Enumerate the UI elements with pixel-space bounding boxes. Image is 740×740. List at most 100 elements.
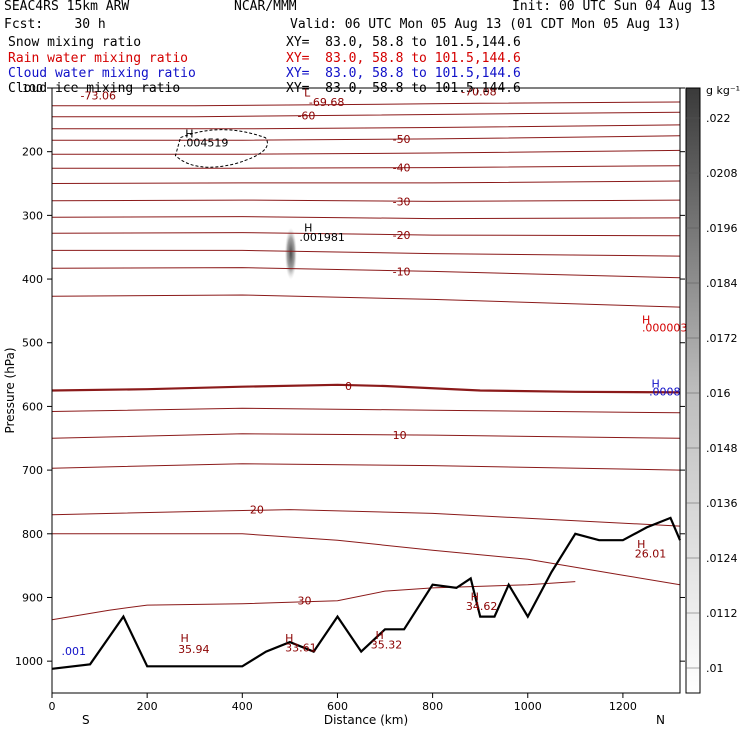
temperature-contour [51,581,576,621]
extrema-label: H [642,314,650,327]
temperature-contour [51,294,681,308]
y-tick-label: 1000 [15,655,43,668]
x-tick-label: 1200 [609,700,637,713]
x-axis-label: Distance (km) [324,713,408,727]
temperature-contour [51,216,681,220]
temperature-contour [52,111,681,118]
colorbar-level-label: .0172 [706,332,738,345]
colorbar-level-label: .0208 [706,167,738,180]
colorbar-level-label: .016 [706,387,731,400]
y-tick-label: 800 [22,528,43,541]
temperature-contour [51,463,681,471]
x-tick-label: 0 [49,700,56,713]
extrema-label: H [180,632,188,645]
colorbar [685,87,701,694]
extrema-label: 35.32 [371,638,403,651]
temperature-contour [51,383,681,394]
extrema-label: .000003 [642,321,688,334]
extrema-label: .001981 [299,231,345,244]
plot-frame [51,87,681,694]
extrema-label: 35.94 [178,643,210,656]
cloud-ice-shading [284,227,297,280]
colorbar-unit: g kg⁻¹ [706,84,740,97]
temperature-contour [51,232,681,237]
y-tick-label: 100 [22,82,43,95]
colorbar-level-label: .01 [706,662,724,675]
temperature-contour [51,509,681,527]
extrema-label: 33.61 [285,642,317,655]
x-tick-label: 400 [232,700,253,713]
contour-label: 0 [345,380,352,393]
temperature-contour [51,199,681,202]
valid-time-label: Valid: 06 UTC Mon 05 Aug 13 (01 CDT Mon … [290,17,682,32]
field-name-snow: Snow mixing ratio [8,35,142,50]
extrema-label: -70.08 [461,86,496,99]
extrema-label: .004519 [183,137,229,150]
field-name-cloud-water: Cloud water mixing ratio [8,66,196,81]
x-tick-label: 600 [327,700,348,713]
temperature-contour [51,433,681,439]
colorbar-level-label: .0136 [706,497,738,510]
extrema-label: H [285,632,293,645]
y-tick-label: 600 [22,400,43,413]
x-tick-label: 1000 [514,700,542,713]
temperature-contour [52,249,681,257]
model-label: SEAC4RS 15km ARW [4,0,130,14]
contour-label: -10 [393,265,411,278]
extrema-label: 34.62 [466,600,498,613]
colorbar-level-label: .0196 [706,222,738,235]
extrema-label: H [185,128,193,141]
contour-label: 10 [393,429,407,442]
extrema-label: -73.06 [81,89,116,102]
extrema-label: L [304,86,311,99]
extrema-label: H [471,591,479,604]
temperature-contour [52,149,681,155]
north-label: N [656,713,665,727]
org-label: NCAR/MMM [234,0,297,14]
forecast-hour-label: Fcst: 30 h [4,17,106,32]
contour-label: -50 [393,133,411,146]
extrema-label: .001 [62,645,87,658]
extrema-label: H [651,377,659,390]
field-xy-rain: XY= 83.0, 58.8 to 101.5,144.6 [286,51,521,66]
contour-label: 20 [250,504,264,517]
south-label: S [82,713,90,727]
colorbar-level-label: .022 [706,112,731,125]
temperature-contour [52,101,681,107]
contour-label: 30 [297,595,311,608]
extrema-label: H [376,629,384,642]
contour-label: -60 [297,109,315,122]
colorbar-level-label: .0184 [706,277,738,290]
temperature-contour [51,407,681,414]
temperature-contour [52,165,681,169]
temperature-contour [51,180,681,184]
temperature-contour [52,124,681,130]
extrema-label: 26.01 [635,547,667,560]
y-tick-label: 200 [22,146,43,159]
terrain-line [51,516,682,670]
colorbar-level-label: .0124 [706,552,738,565]
y-axis-label: Pressure (hPa) [3,347,17,433]
contour-label: -20 [393,229,411,242]
y-tick-label: 700 [22,464,43,477]
temperature-contour [52,135,681,141]
x-tick-label: 200 [137,700,158,713]
contour-label: -30 [393,195,411,208]
y-tick-label: 900 [22,591,43,604]
y-tick-label: 400 [22,273,43,286]
snow-contour [174,129,268,168]
extrema-label: -69.68 [309,96,344,109]
y-tick-label: 500 [22,337,43,350]
extrema-label: H [637,538,645,551]
init-label: Init: 00 UTC Sun 04 Aug 13 [512,0,716,14]
field-xy-snow: XY= 83.0, 58.8 to 101.5,144.6 [286,35,521,50]
colorbar-level-label: .0112 [706,607,738,620]
field-xy-cloud-water: XY= 83.0, 58.8 to 101.5,144.6 [286,66,521,81]
temperature-contour [51,267,681,279]
field-name-rain: Rain water mixing ratio [8,51,189,66]
contour-label: -40 [393,162,411,175]
x-tick-label: 800 [422,700,443,713]
temperature-contour [52,533,681,586]
colorbar-level-label: .0148 [706,442,738,455]
